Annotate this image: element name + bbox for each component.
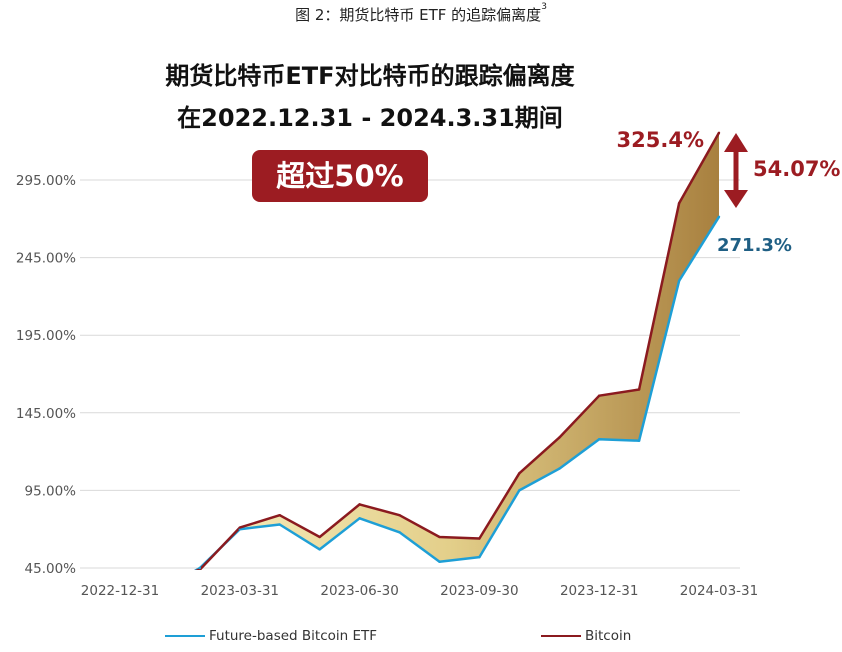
x-tick-label: 2023-06-30 (320, 583, 398, 599)
data-point-etf (278, 523, 281, 526)
data-point-bitcoin (398, 514, 401, 517)
legend-label-bitcoin: Bitcoin (585, 628, 632, 644)
data-point-bitcoin (238, 526, 241, 529)
x-tick-label: 2024-03-31 (680, 583, 758, 599)
caption-superscript: 3 (541, 2, 547, 12)
data-point-etf (398, 531, 401, 534)
data-points (198, 131, 721, 570)
legend-swatch-bitcoin (541, 635, 581, 637)
figure-caption: 图 2：期货比特币 ETF 的追踪偏离度3 (0, 2, 842, 25)
caption-text: 图 2：期货比特币 ETF 的追踪偏离度 (295, 6, 542, 24)
data-point-etf (358, 517, 361, 520)
data-point-etf (677, 279, 681, 283)
data-point-bitcoin (558, 436, 561, 439)
y-tick-label: 45.00% (25, 561, 77, 577)
legend-swatch-etf (165, 635, 205, 637)
series-line-bitcoin (194, 132, 721, 570)
x-tick-label: 2023-03-31 (201, 583, 279, 599)
chart-subtitle: 在2022.12.31 - 2024.3.31期间 (177, 104, 563, 132)
data-point-bitcoin (518, 472, 521, 475)
data-point-etf (198, 566, 202, 570)
x-tick-label: 2023-12-31 (560, 583, 638, 599)
data-point-bitcoin (478, 537, 481, 540)
data-point-bitcoin (598, 394, 601, 397)
chart-title: 期货比特币ETF对比特币的跟踪偏离度 (165, 62, 575, 90)
data-point-etf (717, 215, 721, 218)
y-tick-label: 295.00% (16, 173, 76, 189)
data-point-etf (598, 437, 601, 441)
legend-label-etf: Future-based Bitcoin ETF (209, 628, 378, 644)
data-point-bitcoin (358, 503, 361, 506)
bitcoin-end-label: 325.4% (617, 128, 704, 152)
y-tick-label: 245.00% (16, 251, 76, 267)
data-point-bitcoin (438, 535, 441, 539)
data-point-etf (637, 439, 641, 442)
deviation-badge: 超过50% (252, 150, 428, 202)
grid-lines (80, 179, 740, 569)
deviation-gap-fill (196, 132, 719, 570)
y-tick-label: 195.00% (16, 328, 76, 344)
data-point-bitcoin (278, 514, 281, 517)
y-tick-label: 95.00% (25, 483, 77, 499)
data-point-etf (558, 467, 561, 470)
gap-arrow (724, 133, 748, 208)
data-point-bitcoin (717, 131, 721, 135)
data-point-etf (438, 560, 441, 563)
data-point-bitcoin (637, 388, 641, 391)
x-tick-label: 2022-12-31 (81, 583, 159, 599)
data-point-bitcoin (318, 535, 321, 539)
data-point-etf (478, 555, 481, 559)
data-point-bitcoin (677, 202, 681, 205)
x-axis: 2022-12-31 2023-03-31 2023-06-30 2023-09-30… (81, 583, 758, 599)
legend-item-etf: Future-based Bitcoin ETF (165, 628, 377, 644)
etf-end-label: 271.3% (717, 235, 792, 256)
legend-item-bitcoin: Bitcoin (541, 628, 631, 644)
y-axis: 45.00% 95.00% 145.00% 195.00% 245.00% 295.00% (16, 173, 76, 577)
data-point-etf (518, 489, 521, 492)
gap-value-label: 54.07% (753, 157, 840, 181)
x-tick-label: 2023-09-30 (440, 583, 518, 599)
data-point-etf (318, 548, 321, 551)
y-tick-label: 145.00% (16, 406, 76, 422)
